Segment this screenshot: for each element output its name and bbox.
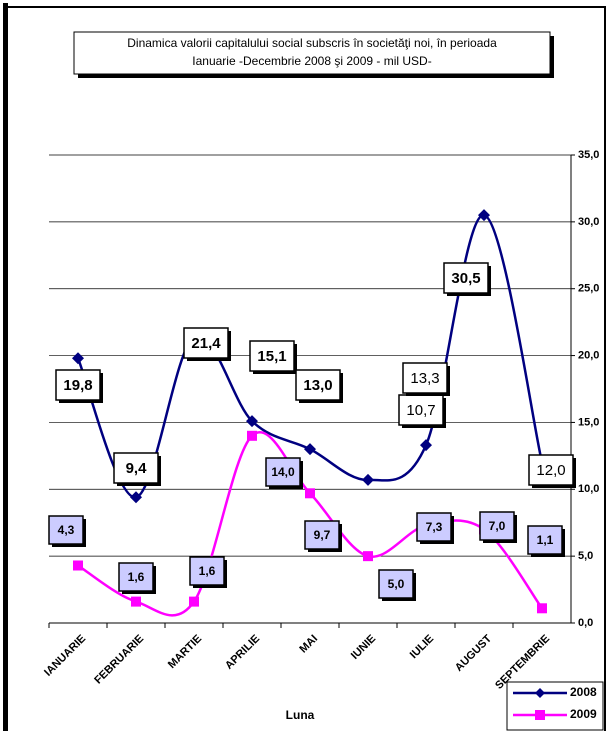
legend-box — [506, 681, 604, 731]
marker — [73, 560, 83, 571]
data-label: 14,0 — [271, 465, 295, 479]
marker — [537, 603, 547, 614]
data-label: 13,0 — [303, 377, 332, 394]
data-label: 1,1 — [537, 533, 554, 547]
label-box — [528, 454, 574, 486]
x-tick-label: IULIE — [408, 633, 436, 661]
marker — [363, 551, 373, 562]
label-box — [378, 569, 414, 599]
label-box — [183, 327, 229, 359]
data-label: 30,5 — [451, 270, 480, 287]
frame-edge — [3, 3, 8, 731]
frame — [6, 6, 606, 731]
data-label: 4,3 — [58, 523, 75, 537]
legend-label: 2008 — [570, 685, 597, 699]
y-tick-label: 25,0 — [578, 283, 599, 295]
label-box — [55, 369, 101, 401]
marker — [130, 491, 142, 504]
data-label: 15,1 — [257, 348, 286, 365]
label-box — [443, 262, 489, 294]
y-tick-label: 10,0 — [578, 483, 599, 495]
x-tick-label: AUGUST — [453, 632, 495, 674]
data-label: 12,0 — [536, 462, 565, 479]
data-label: 5,0 — [388, 577, 405, 591]
y-tick-label: 30,0 — [578, 216, 599, 228]
y-tick-label: 15,0 — [578, 416, 599, 428]
data-label: 13,3 — [410, 370, 439, 387]
marker — [72, 352, 84, 365]
x-tick-label: IANUARIE — [42, 633, 88, 679]
marker — [246, 415, 258, 428]
label-box — [265, 457, 301, 487]
data-label: 7,0 — [489, 519, 506, 533]
chart-title: Dinamica valorii capitalului social subs… — [127, 36, 497, 50]
label-box — [295, 369, 341, 401]
data-label: 7,3 — [426, 520, 443, 534]
marker — [362, 473, 374, 486]
y-tick-label: 35,0 — [578, 149, 599, 161]
label-box — [113, 452, 159, 484]
data-label: 21,4 — [191, 335, 221, 352]
label-box — [48, 515, 84, 545]
label-box — [402, 362, 448, 394]
marker — [478, 209, 490, 222]
marker — [420, 439, 432, 452]
legend-label: 2009 — [570, 707, 597, 721]
y-tick-label: 0,0 — [578, 617, 593, 629]
marker — [304, 443, 316, 456]
label-box — [479, 511, 515, 541]
data-label: 19,8 — [63, 377, 92, 394]
x-tick-label: APRILIE — [223, 633, 262, 672]
label-box — [527, 525, 563, 555]
y-tick-label: 5,0 — [578, 550, 593, 562]
data-label: 9,7 — [314, 528, 331, 542]
y-tick-label: 20,0 — [578, 349, 599, 361]
x-tick-label: FEBRUARIE — [92, 633, 146, 687]
x-tick-label: MARTIE — [166, 633, 204, 671]
legend-marker — [535, 710, 545, 720]
marker — [131, 596, 141, 607]
marker — [247, 430, 257, 441]
marker — [305, 488, 315, 499]
data-label: 9,4 — [126, 460, 148, 477]
x-axis-title: Luna — [286, 708, 315, 722]
legend-marker — [535, 688, 545, 698]
label-box — [118, 562, 154, 592]
marker — [189, 596, 199, 607]
data-label: 1,6 — [199, 564, 216, 578]
x-tick-label: MAI — [297, 633, 320, 656]
data-label: 10,7 — [406, 402, 435, 419]
chart-title: Ianuarie -Decembrie 2008 şi 2009 - mil U… — [192, 54, 431, 68]
label-box — [416, 512, 452, 542]
label-box — [249, 340, 295, 372]
label-box — [189, 556, 225, 586]
label-box — [304, 520, 340, 550]
x-tick-label: IUNIE — [349, 633, 378, 662]
data-label: 1,6 — [128, 570, 145, 584]
title-box — [73, 31, 551, 75]
